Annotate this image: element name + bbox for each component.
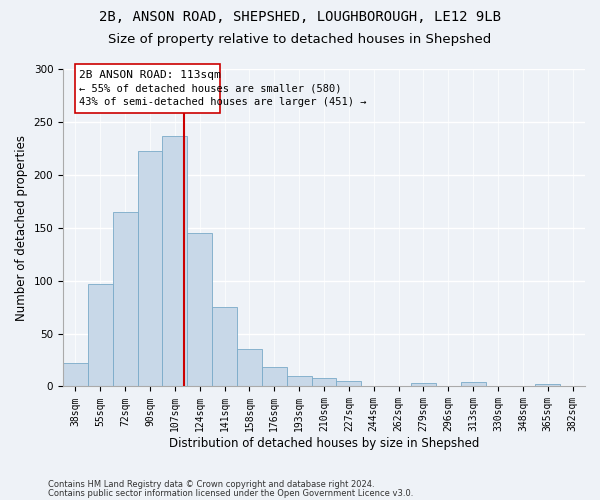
Bar: [535, 384, 560, 386]
Bar: [113, 212, 137, 386]
Text: Contains public sector information licensed under the Open Government Licence v3: Contains public sector information licen…: [48, 490, 413, 498]
Text: 43% of semi-detached houses are larger (451) →: 43% of semi-detached houses are larger (…: [79, 98, 367, 108]
Bar: [237, 350, 262, 387]
Bar: [411, 384, 436, 386]
Text: Size of property relative to detached houses in Shepshed: Size of property relative to detached ho…: [109, 32, 491, 46]
Text: ← 55% of detached houses are smaller (580): ← 55% of detached houses are smaller (58…: [79, 84, 341, 94]
Bar: [88, 284, 113, 386]
Bar: [262, 368, 287, 386]
Text: 2B, ANSON ROAD, SHEPSHED, LOUGHBOROUGH, LE12 9LB: 2B, ANSON ROAD, SHEPSHED, LOUGHBOROUGH, …: [99, 10, 501, 24]
Bar: [212, 307, 237, 386]
Bar: [311, 378, 337, 386]
FancyBboxPatch shape: [76, 64, 220, 114]
Bar: [337, 381, 361, 386]
Bar: [461, 382, 485, 386]
Bar: [163, 136, 187, 386]
Text: Contains HM Land Registry data © Crown copyright and database right 2024.: Contains HM Land Registry data © Crown c…: [48, 480, 374, 489]
Bar: [187, 233, 212, 386]
X-axis label: Distribution of detached houses by size in Shepshed: Distribution of detached houses by size …: [169, 437, 479, 450]
Text: 2B ANSON ROAD: 113sqm: 2B ANSON ROAD: 113sqm: [79, 70, 221, 80]
Bar: [63, 363, 88, 386]
Y-axis label: Number of detached properties: Number of detached properties: [15, 134, 28, 320]
Bar: [137, 152, 163, 386]
Bar: [287, 376, 311, 386]
